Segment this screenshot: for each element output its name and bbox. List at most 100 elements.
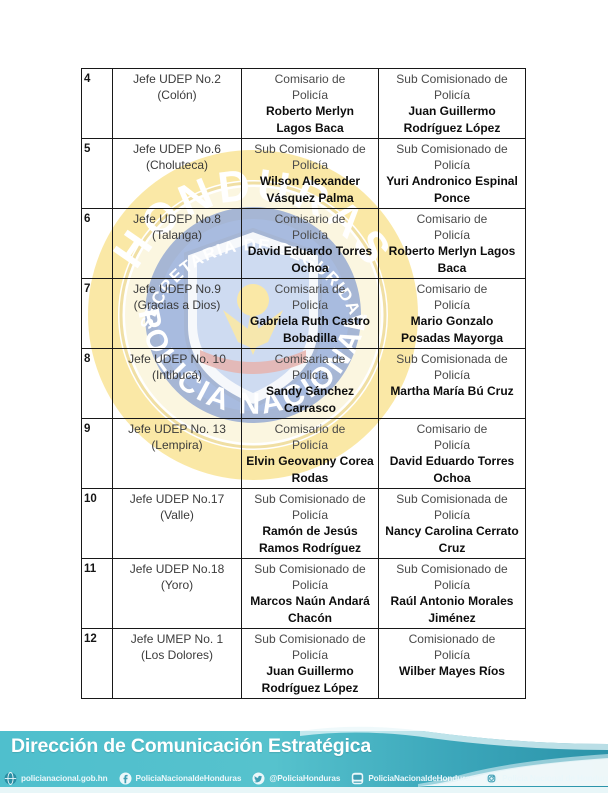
officer-rank-line: Comisario de: [274, 212, 346, 226]
social-links-row: policianacional.gob.hn PoliciaNacionaldeH…: [4, 770, 608, 787]
messenger-icon: [352, 772, 364, 785]
social-link-facebook[interactable]: PoliciaNacionaldeHonduras: [119, 772, 242, 785]
post-cell: Jefe UDEP No. 13 (Lempira): [112, 418, 242, 489]
globe-icon: [4, 772, 17, 785]
officer-cell-outgoing: Comisario de Policía Roberto Merlyn Lagos B…: [241, 68, 379, 139]
post-cell: Jefe UDEP No.17 (Valle): [112, 488, 242, 559]
post-line-2: (Intibucá): [151, 367, 203, 382]
officer-name-line: Lagos Baca: [276, 120, 344, 135]
table-row: 9 Jefe UDEP No. 13 (Lempira) Comisario de Po…: [81, 418, 526, 489]
post-line-1: Jefe UDEP No. 13: [128, 422, 226, 436]
officer-rank-line: Comisario de: [416, 212, 488, 226]
officer-rank-line: Policía: [433, 297, 471, 312]
officer-cell-incoming: Comisario de Policía David Eduardo Torres O…: [378, 418, 526, 489]
roster-table: 4 Jefe UDEP No.2 (Colón) Comisario de Policí…: [81, 68, 526, 699]
officer-name-line: Cruz: [438, 540, 466, 555]
officer-rank-line: Policía: [433, 647, 471, 662]
officer-name-line: Roberto Merlyn: [265, 104, 354, 118]
post-line-2: (Lempira): [151, 437, 203, 452]
officer-name-line: Ponce: [433, 190, 470, 205]
officer-name-line: David Eduardo Torres: [247, 244, 373, 258]
officer-rank-line: Sub Comisionada de: [396, 352, 508, 366]
officer-cell-outgoing: Comisario de Policía Elvin Geovanny Corea R…: [241, 418, 379, 489]
officer-cell-incoming: Sub Comisionado de Policía Juan Guillermo R…: [378, 68, 526, 139]
officer-rank-line: Policía: [433, 437, 471, 452]
officer-name-line: Wilson Alexander: [259, 174, 361, 188]
officer-name-line: Rodríguez López: [261, 680, 359, 695]
table-row: 5 Jefe UDEP No.6 (Choluteca) Sub Comisionad…: [81, 138, 526, 209]
officer-name-line: Marcos Naún Andará: [250, 594, 370, 608]
social-label: @PoliciaHonduras: [269, 774, 341, 783]
post-cell: Jefe UMEP No. 1 (Los Dolores): [112, 628, 242, 699]
officer-rank-line: Policía: [291, 367, 329, 382]
officer-rank-line: Comisionado de: [408, 632, 496, 646]
post-line-1: Jefe UDEP No.9: [133, 282, 221, 296]
officer-rank-line: Comisario de: [416, 282, 488, 296]
post-cell: Jefe UDEP No.8 (Talanga): [112, 208, 242, 279]
officer-rank-line: Policía: [433, 577, 471, 592]
social-label: PoliciaNacionaldeHonduras: [368, 774, 475, 783]
officer-cell-incoming: Comisario de Policía Roberto Merlyn Lagos B…: [378, 208, 526, 279]
table-row: 7 Jefe UDEP No.9 (Gracias a Dios) Comisaria…: [81, 278, 526, 349]
social-link-globe[interactable]: policianacional.gob.hn: [4, 772, 108, 785]
officer-name-line: Ochoa: [433, 470, 471, 485]
table-row: 11 Jefe UDEP No.18 (Yoro) Sub Comisionado d…: [81, 558, 526, 629]
social-link-twitter[interactable]: @PoliciaHonduras: [252, 772, 340, 785]
row-number-cell: 6: [81, 208, 113, 279]
post-line-1: Jefe UDEP No.17: [129, 492, 225, 506]
post-line-2: (Los Dolores): [140, 647, 214, 662]
officer-rank-line: Sub Comisionado de: [254, 562, 366, 576]
officer-rank-line: Policía: [291, 297, 329, 312]
officer-name-line: Baca: [437, 260, 467, 275]
officer-rank-line: Comisario de: [274, 72, 346, 86]
officer-rank-line: Policía: [291, 507, 329, 522]
officer-name-line: Carrasco: [283, 400, 337, 415]
officer-name-line: Elvin Geovanny Corea: [246, 454, 374, 468]
table-row: 4 Jefe UDEP No.2 (Colón) Comisario de Policí…: [81, 68, 526, 139]
social-label: Policia Nacional de Honduras: [502, 774, 608, 783]
officer-name-line: Rodríguez López: [403, 120, 501, 135]
officer-cell-outgoing: Sub Comisionado de Policía Marcos Naún And…: [241, 558, 379, 629]
officer-rank-line: Policía: [433, 227, 471, 242]
officer-rank-line: Sub Comisionado de: [254, 142, 366, 156]
officer-rank-line: Sub Comisionado de: [396, 562, 508, 576]
officer-rank-line: Sub Comisionado de: [254, 632, 366, 646]
officer-rank-line: Sub Comisionado de: [396, 72, 508, 86]
officer-name-line: Raúl Antonio Morales: [390, 594, 514, 608]
post-line-2: (Valle): [160, 507, 194, 522]
officer-cell-outgoing: Sub Comisionado de Policía Wilson Alexande…: [241, 138, 379, 209]
post-cell: Jefe UDEP No.2 (Colón): [112, 68, 242, 139]
table-row: 8 Jefe UDEP No. 10 (Intibucá) Comisaria de P…: [81, 348, 526, 419]
post-line-2: (Colón): [157, 87, 197, 102]
officer-rank-line: Policía: [291, 87, 329, 102]
officer-rank-line: Policía: [433, 87, 471, 102]
social-link-messenger[interactable]: PoliciaNacionaldeHonduras: [351, 772, 474, 785]
officer-cell-outgoing: Comisaria de Policía Sandy Sánchez Carrasco: [241, 348, 379, 419]
officer-rank-line: Policía: [291, 157, 329, 172]
officer-name-line: Posadas Mayorga: [400, 330, 504, 345]
officer-name-line: Gabriela Ruth Castro: [249, 314, 371, 328]
row-number-cell: 9: [81, 418, 113, 489]
officer-cell-incoming: Sub Comisionada de Policía Nancy Carolina …: [378, 488, 526, 559]
officer-name-line: Yuri Andronico Espinal: [386, 174, 518, 188]
officer-cell-incoming: Sub Comisionada de Policía Martha María Bú…: [378, 348, 526, 419]
officer-name-line: Nancy Carolina Cerrato: [385, 524, 519, 538]
officer-rank-line: Sub Comisionada de: [396, 492, 508, 506]
post-line-1: Jefe UDEP No.18: [129, 562, 225, 576]
social-label: PoliciaNacionaldeHonduras: [135, 774, 242, 783]
officer-rank-line: Policía: [433, 507, 471, 522]
officer-name-line: Juan Guillermo: [266, 664, 354, 678]
post-cell: Jefe UDEP No.18 (Yoro): [112, 558, 242, 629]
social-link-instagram[interactable]: Policia Nacional de Honduras: [485, 772, 608, 785]
post-line-2: (Choluteca): [145, 157, 209, 172]
post-cell: Jefe UDEP No.6 (Choluteca): [112, 138, 242, 209]
footer-bottom-strip: [0, 787, 608, 793]
officer-name-line: Mario Gonzalo: [410, 314, 494, 328]
officer-name-line: Ochoa: [291, 260, 329, 275]
row-number-cell: 12: [81, 628, 113, 699]
officer-name-line: Martha María Bú Cruz: [390, 384, 514, 398]
facebook-icon: [119, 772, 132, 785]
officer-cell-outgoing: Comisario de Policía David Eduardo Torres O…: [241, 208, 379, 279]
officer-rank-line: Policía: [291, 437, 329, 452]
post-line-2: (Yoro): [160, 577, 194, 592]
